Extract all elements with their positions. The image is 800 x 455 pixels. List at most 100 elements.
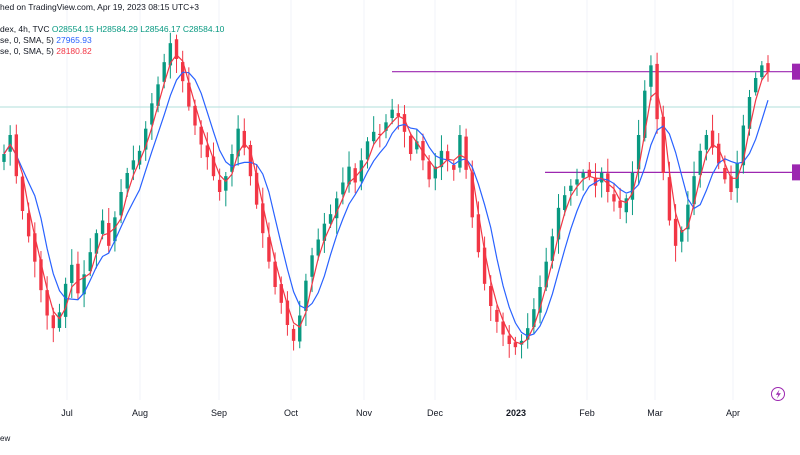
candle-body [704,135,709,150]
candle-body [347,166,351,185]
candle-body [760,65,764,78]
candle-body [285,300,290,325]
candle-body [747,97,752,129]
symbol-label: dex, 4h, TVC [0,24,50,34]
candle-body [649,65,653,87]
candle-body [476,214,481,253]
candle-body [322,223,327,241]
candle-body [144,128,148,150]
x-tick-label: Aug [132,408,148,418]
published-line: hed on TradingView.com, Apr 19, 2023 08:… [0,2,200,12]
x-tick-label: Mar [647,408,663,418]
candle-body [378,133,382,135]
x-tick-label: Jul [61,408,73,418]
candle-body [20,176,25,211]
candle-body [606,173,610,192]
candle-body [396,113,401,116]
candle-body [156,84,160,106]
candle-body [390,109,394,119]
candle-body [39,259,43,291]
moving-averages [3,53,769,345]
candle-body [544,261,548,288]
horizontal-levels [392,71,800,173]
candle-body [643,90,647,138]
ma2-legend[interactable]: se, 0, SMA, 5) 28180.82 [0,46,92,56]
candle-body [556,207,561,240]
ma1-legend[interactable]: se, 0, SMA, 5) 27965.93 [0,35,92,45]
candle-body [199,126,203,145]
candle-body [8,135,12,152]
price-marker [792,164,800,181]
ma2-label: se, 0, SMA, 5) [0,46,54,56]
candle-body [82,274,86,295]
candle-body [33,233,37,262]
candle-body [667,177,672,221]
candle-body [735,163,739,189]
candle-body [353,168,357,183]
candle-body [242,130,246,148]
ma1-value: 27965.93 [56,35,92,45]
candle-body [57,312,62,328]
candle-body [187,82,191,107]
ma-slow-line [3,71,769,337]
ohlc-open: O28554.15 [51,24,94,34]
candle-body [470,172,474,218]
candle-body [230,154,234,172]
candle-body [636,135,641,170]
candle-body [94,233,99,254]
candle-body [753,78,758,93]
candle-body [452,165,456,170]
candle-body [88,252,92,272]
candle-body [217,179,222,192]
price-marker [792,63,800,80]
candle-body [341,182,345,195]
candle-body [698,150,702,175]
candle-body [624,198,628,213]
candle-body [224,176,228,191]
candle-body [70,264,74,283]
x-tick-label: Sep [211,408,227,418]
candle-body [45,290,49,316]
candle-body [273,261,277,287]
candle-body [421,141,425,161]
candle-body [100,220,105,234]
x-axis: Jul Aug Sep Oct Nov Dec 2023 Feb Mar Apr [61,408,740,418]
candle-body [489,286,493,306]
candle-body [371,131,376,142]
x-tick-label: Apr [726,408,740,418]
x-tick-label: Nov [356,408,373,418]
candle-body [261,203,265,234]
x-tick-label: 2023 [506,408,526,418]
candle-body [26,213,31,237]
candle-body [402,114,407,132]
candle-body [113,217,117,242]
candle-body [501,321,505,335]
candle-body [717,143,721,164]
candle-body [298,315,302,342]
candle-body [193,105,197,126]
candle-body [661,116,665,173]
candle-body [692,176,696,205]
x-tick-label: Oct [284,408,299,418]
candle-body [433,166,437,179]
candle-body [63,283,68,317]
ohlc-low: L28546.17 [140,24,181,34]
candle-body [741,125,746,166]
candle-body [427,161,431,180]
ma1-label: se, 0, SMA, 5) [0,35,54,45]
candle-body [365,141,370,160]
candle-body [131,160,136,170]
candle-body [254,172,259,205]
candle-body [304,280,308,311]
candle-body [538,287,542,313]
candle-body [150,103,154,125]
candle-body [630,173,635,200]
candle-body [236,128,240,157]
publish-info: hed on TradingView.com, Apr 19, 2023 08:… [0,2,199,12]
lightning-icon[interactable] [771,387,785,401]
candle-body [532,309,536,328]
x-tick-label: Dec [427,408,444,418]
candle-body [2,154,6,162]
